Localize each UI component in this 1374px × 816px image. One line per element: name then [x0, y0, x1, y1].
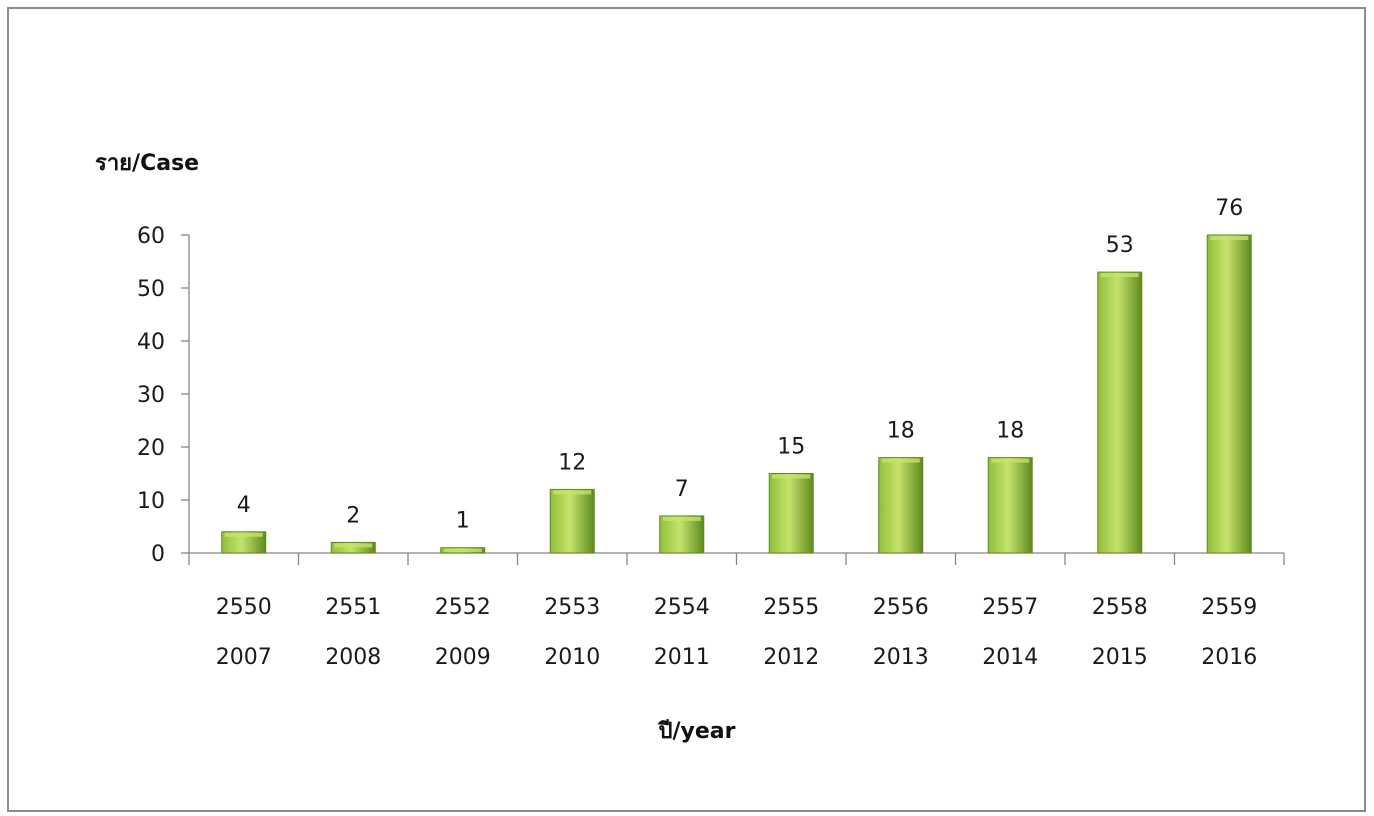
bar-highlight	[772, 474, 811, 479]
x-tick-label-thai-year: 2554	[654, 595, 710, 620]
data-label: 1	[456, 509, 470, 534]
bar-highlight	[881, 458, 920, 463]
data-label: 18	[887, 419, 915, 444]
data-label: 53	[1106, 233, 1134, 258]
x-tick-label-thai-year: 2556	[873, 595, 929, 620]
x-tick-label-year: 2009	[435, 645, 491, 670]
x-tick-label-thai-year: 2555	[763, 595, 819, 620]
bar-highlight	[334, 543, 373, 548]
x-tick-label-year: 2007	[216, 645, 272, 670]
bar-highlight	[553, 490, 592, 495]
bar-highlight	[1210, 236, 1249, 240]
data-label: 4	[237, 493, 251, 518]
data-label: 2	[346, 503, 360, 528]
bar	[221, 531, 267, 554]
x-tick-label-year: 2015	[1092, 645, 1148, 670]
y-tick-label: 50	[137, 277, 165, 302]
bar	[1097, 271, 1143, 554]
bar	[987, 457, 1033, 554]
data-label: 76	[1215, 196, 1243, 221]
x-tick-label-thai-year: 2551	[325, 595, 381, 620]
bar	[330, 541, 376, 554]
bar	[549, 488, 595, 554]
x-tick-label-year: 2012	[763, 645, 819, 670]
bar	[878, 457, 924, 554]
bar-highlight	[224, 532, 263, 537]
data-labels: 4 2 1 12 7 15 18 18 53 76	[237, 196, 1244, 534]
x-tick-label-year: 2011	[654, 645, 710, 670]
x-tick-label-thai-year: 2550	[216, 595, 272, 620]
x-axis-title: ปี/year	[657, 719, 735, 744]
bar-highlight	[443, 548, 482, 552]
y-tick-label: 30	[137, 383, 165, 408]
x-tick-label-year: 2016	[1201, 645, 1257, 670]
data-label: 7	[675, 477, 689, 502]
x-tick-label-thai-year: 2557	[982, 595, 1038, 620]
y-tick-label: 40	[137, 330, 165, 355]
x-tick-label-thai-year: 2552	[435, 595, 491, 620]
x-tick-label-year: 2014	[982, 645, 1038, 670]
x-tick-label-thai-year: 2558	[1092, 595, 1148, 620]
y-tick-label: 10	[137, 489, 165, 514]
y-axis-title: ราย/Case	[95, 151, 199, 176]
x-tick-label-year: 2013	[873, 645, 929, 670]
y-tick-label: 0	[151, 542, 165, 567]
bar	[768, 473, 814, 554]
x-tick-label-thai-year: 2559	[1201, 595, 1257, 620]
bar-highlight	[1100, 273, 1139, 278]
x-tick-label-thai-year: 2553	[544, 595, 600, 620]
x-tick-label-year: 2010	[544, 645, 600, 670]
x-axis: 2550 2007 2551 2008 2552 2009 2553 2010 2554 2011…	[188, 552, 1285, 670]
bar-highlight	[991, 458, 1030, 463]
bar	[1206, 234, 1252, 554]
bars	[221, 234, 1252, 554]
data-label: 12	[558, 450, 586, 475]
data-label: 15	[777, 435, 805, 460]
y-axis: 0 10 20 30 40 50 60	[137, 224, 190, 567]
y-tick-label: 60	[137, 224, 165, 249]
data-label: 18	[996, 419, 1024, 444]
x-tick-label-year: 2008	[325, 645, 381, 670]
bar-highlight	[662, 516, 701, 521]
y-tick-label: 20	[137, 436, 165, 461]
bar	[659, 515, 705, 554]
